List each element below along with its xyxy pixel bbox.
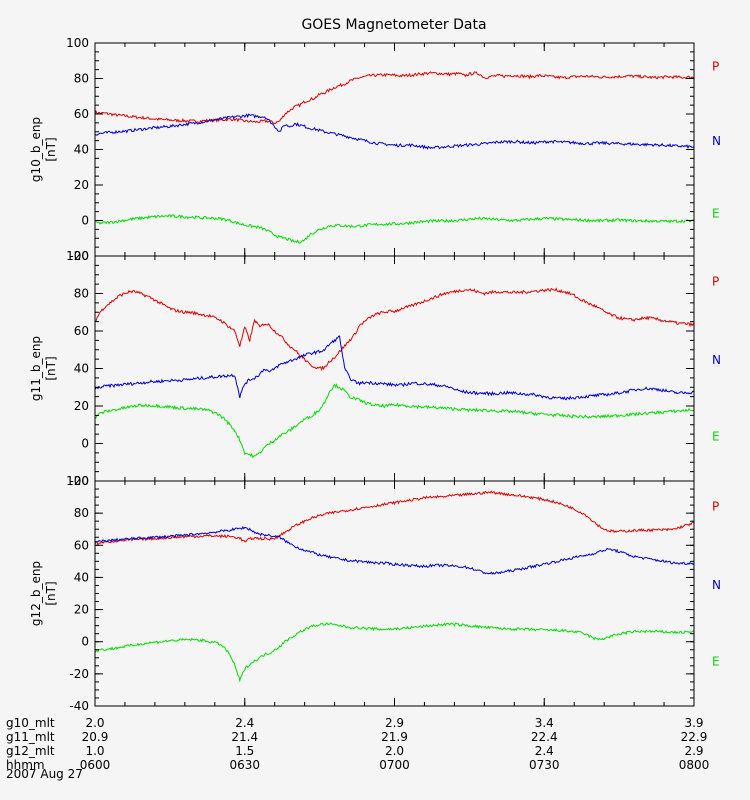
x-row-value-g12_mlt: 1.0 <box>85 744 104 758</box>
panel-1-series-n-line <box>94 113 695 150</box>
panel-2-ytick-label: 0 <box>81 437 89 451</box>
x-row-value-g11_mlt: 20.9 <box>82 730 109 744</box>
panel-3-yunit: [nT] <box>44 581 58 605</box>
panel-3-legend-p: P <box>712 499 719 513</box>
panel-3-series-p-line <box>94 490 695 546</box>
x-row-value-g11_mlt: 21.9 <box>381 730 408 744</box>
chart-title: GOES Magnetometer Data <box>301 17 486 33</box>
panel-1-ytick-label: 0 <box>81 214 89 228</box>
x-row-value-g12_mlt: 2.4 <box>535 744 554 758</box>
x-row-value-g11_mlt: 22.9 <box>681 730 708 744</box>
panel-1-ytick-label: 40 <box>74 143 89 157</box>
panel-2-series-p-line <box>94 287 695 371</box>
panel-2-legend-p: P <box>712 274 719 288</box>
panel-1-legend-e: E <box>712 207 720 221</box>
panel-3-legend-n: N <box>712 578 721 592</box>
panel-3-ytick-label: -20 <box>69 667 89 681</box>
panel-2-ytick-label: -20 <box>69 474 89 488</box>
panel-2: -20 0 20 40 60 80 100 g11_b_enp [nT] P N E <box>29 249 721 488</box>
panel-1-yunit: [nT] <box>44 137 58 161</box>
x-axis-table: g10_mlt 2.0 2.4 2.9 3.4 3.9 g11_mlt 20.9 21.4 21.… <box>6 716 709 772</box>
panel-2-ytick-label: 100 <box>66 249 89 263</box>
x-row-value-g11_mlt: 21.4 <box>231 730 258 744</box>
panel-2-ytick-label: 40 <box>74 362 89 376</box>
panel-1-legend-p: P <box>712 60 719 74</box>
x-row-value-hhmm: 0630 <box>229 758 260 772</box>
panel-1: -20 0 20 40 60 80 100 g10_b_enp [nT] P N E <box>29 36 721 263</box>
x-row-value-hhmm: 0800 <box>679 758 710 772</box>
x-row-value-hhmm: 0700 <box>379 758 410 772</box>
panel-2-ylabel: g11_b_enp <box>29 336 43 401</box>
panel-3-legend-e: E <box>712 655 720 669</box>
panel-2-series-n-line <box>94 335 695 401</box>
panel-1-legend-n: N <box>712 134 721 148</box>
x-row-value-g10_mlt: 3.9 <box>684 716 703 730</box>
panel-2-legend-n: N <box>712 353 721 367</box>
x-row-label-g12_mlt: g12_mlt <box>6 744 55 758</box>
x-row-value-g10_mlt: 2.0 <box>85 716 104 730</box>
date-label: 2007 Aug 27 <box>6 767 83 781</box>
x-row-value-hhmm: 0730 <box>529 758 560 772</box>
x-row-value-hhmm: 0600 <box>80 758 111 772</box>
panel-3-series-n-line <box>94 525 695 575</box>
panel-3-ytick-label: 80 <box>74 506 89 520</box>
panel-1-ytick-label: 20 <box>74 178 89 192</box>
x-row-value-g12_mlt: 2.0 <box>385 744 404 758</box>
panel-2-legend-e: E <box>712 430 720 444</box>
panel-3-ylabel: g12_b_enp <box>29 561 43 626</box>
x-row-label-g11_mlt: g11_mlt <box>6 730 55 744</box>
panel-3-ytick-label: 20 <box>74 603 89 617</box>
panel-1-ytick-label: 100 <box>66 36 89 50</box>
x-row-value-g10_mlt: 2.9 <box>385 716 404 730</box>
panel-3: -40 -20 0 20 40 60 80 100 g12_b_enp [nT] P N E <box>29 474 721 713</box>
panel-3-series-e-line <box>94 622 695 683</box>
x-row-value-g10_mlt: 3.4 <box>535 716 554 730</box>
panel-3-ytick-label: -40 <box>69 699 89 713</box>
x-row-label-hhmm: hhmm <box>6 758 45 772</box>
x-row-value-g12_mlt: 1.5 <box>235 744 254 758</box>
panel-1-ylabel: g10_b_enp <box>29 117 43 182</box>
panel-2-frame <box>94 255 695 482</box>
x-row-label-g10_mlt: g10_mlt <box>6 716 55 730</box>
panel-1-ytick-label: 80 <box>74 72 89 86</box>
panel-3-frame <box>94 480 695 707</box>
panel-2-series-e-line <box>94 383 695 459</box>
panel-1-ytick-label: 60 <box>74 107 89 121</box>
panel-2-ytick-label: 20 <box>74 399 89 413</box>
panel-2-ytick-label: 60 <box>74 324 89 338</box>
x-row-value-g11_mlt: 22.4 <box>531 730 558 744</box>
panel-3-ytick-label: 100 <box>66 474 89 488</box>
panel-1-series-e-line <box>94 214 695 244</box>
x-row-value-g10_mlt: 2.4 <box>235 716 254 730</box>
panel-3-ytick-label: 60 <box>74 538 89 552</box>
panel-3-ytick-label: 0 <box>81 635 89 649</box>
panel-1-ytick-label: -20 <box>69 249 89 263</box>
x-row-value-g12_mlt: 2.9 <box>684 744 703 758</box>
panel-2-ytick-label: 80 <box>74 287 89 301</box>
panel-2-yunit: [nT] <box>44 356 58 380</box>
panel-1-series-p-line <box>94 71 695 125</box>
panel-3-ytick-label: 40 <box>74 570 89 584</box>
